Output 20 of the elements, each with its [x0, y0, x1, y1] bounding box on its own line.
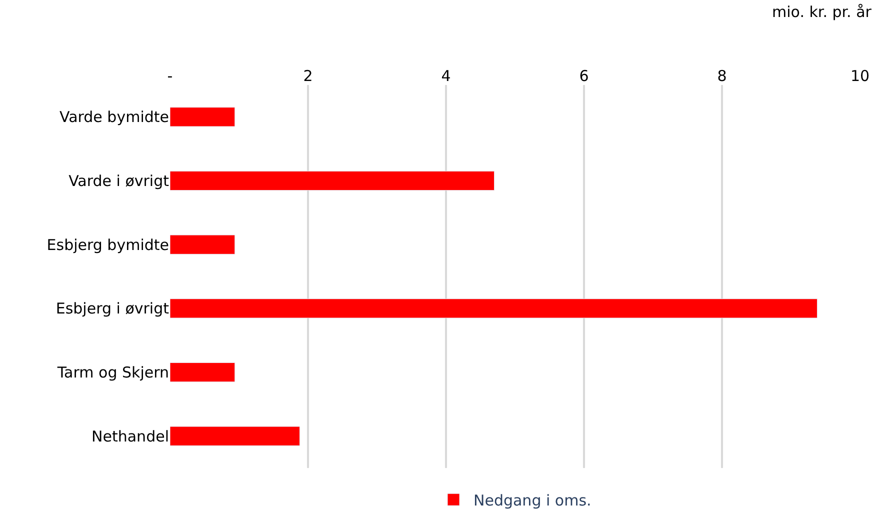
- y-tick-label: Tarm og Skjern: [56, 364, 169, 382]
- y-tick-label: Esbjerg bymidte: [46, 236, 169, 254]
- bar: [170, 107, 236, 127]
- y-tick-label: Nethandel: [92, 427, 169, 446]
- x-axis-title: mio. kr. pr. år: [772, 3, 872, 21]
- y-tick-label: Varde i øvrigt: [68, 172, 170, 190]
- bar: [170, 426, 300, 446]
- legend-label: Nedgang i oms.: [474, 491, 592, 510]
- bar: [170, 298, 818, 318]
- x-tick-label: 10: [850, 67, 870, 85]
- x-tick-label: -: [167, 67, 173, 85]
- x-tick-label: 2: [303, 67, 313, 85]
- bar: [170, 362, 236, 382]
- x-tick-label: 4: [441, 67, 451, 85]
- y-tick-label: Varde bymidte: [59, 108, 169, 126]
- x-tick-label: 6: [579, 67, 589, 85]
- bar: [170, 170, 495, 191]
- y-tick-label: Esbjerg i øvrigt: [56, 300, 170, 318]
- x-tick-label: 8: [717, 67, 727, 85]
- bar: [170, 234, 236, 254]
